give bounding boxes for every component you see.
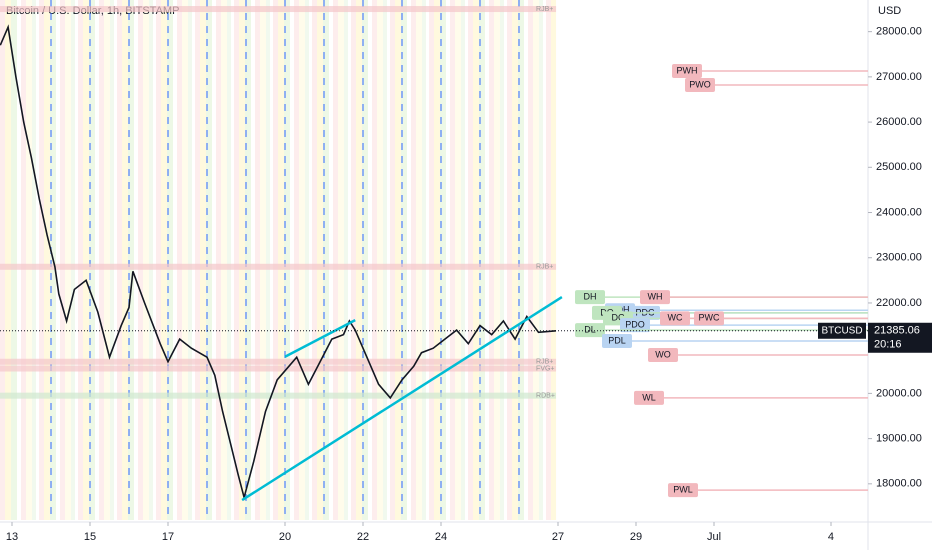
x-tick-label: 15 [84, 531, 96, 543]
y-tick-label: 24000.00 [876, 206, 922, 218]
level-box [672, 63, 702, 78]
x-tick-label: 17 [162, 531, 174, 543]
level-label: WC [668, 313, 683, 323]
level-label: PWO [689, 79, 711, 89]
level-box [620, 318, 650, 333]
level-label: WL [642, 392, 656, 402]
trendline [284, 319, 356, 358]
level-box [575, 290, 605, 305]
level-label: PDL [608, 335, 626, 345]
x-tick-label: Jul [707, 531, 721, 543]
level-box [648, 347, 678, 362]
y-tick-label: 26000.00 [876, 116, 922, 128]
x-tick-label: 29 [630, 531, 642, 543]
level-label: DC [612, 313, 625, 323]
level-box [634, 390, 664, 405]
y-tick-label: 25000.00 [876, 161, 922, 173]
price-tag [868, 322, 932, 353]
level-label: PWC [699, 313, 720, 323]
symbol-label: BTCUSD [821, 325, 862, 336]
zone-label: RJB+ [536, 359, 553, 366]
level-box [694, 311, 724, 326]
zone-label: RJB+ [536, 6, 553, 13]
level-box [660, 311, 690, 326]
zone-label: RJB+ [536, 264, 553, 271]
y-tick-label: 18000.00 [876, 478, 922, 490]
level-box [668, 483, 698, 498]
level-label: WO [655, 349, 671, 359]
y-tick-label: 19000.00 [876, 433, 922, 445]
countdown: 20:16 [874, 339, 902, 351]
price-line [0, 24, 557, 501]
zone-label: FVG+ [536, 365, 554, 372]
level-box [575, 323, 605, 338]
zone [0, 358, 557, 365]
session-background [0, 0, 557, 520]
y-tick-label: 22000.00 [876, 297, 922, 309]
level-label: PDO [625, 319, 645, 329]
x-tick-label: 24 [435, 531, 447, 543]
x-tick-label: 4 [828, 531, 834, 543]
y-tick-label: 23000.00 [876, 252, 922, 264]
y-axis-label: USD [878, 5, 901, 17]
level-label: WH [648, 291, 663, 301]
symbol-tag [818, 322, 866, 339]
zone [0, 6, 557, 13]
zone [0, 365, 557, 372]
trendline [241, 296, 563, 502]
x-tick-label: 20 [279, 531, 291, 543]
level-label: PWH [677, 65, 698, 75]
y-tick-label: 28000.00 [876, 26, 922, 38]
level-label: DL [584, 324, 596, 334]
x-tick-label: 27 [552, 531, 564, 543]
zone [0, 392, 557, 399]
last-price: 21385.06 [874, 325, 920, 337]
level-label: DH [584, 291, 597, 301]
x-tick-label: 22 [357, 531, 369, 543]
level-label: PWL [673, 485, 693, 495]
level-box [685, 78, 715, 93]
y-tick-label: 27000.00 [876, 71, 922, 83]
zone-label: RDB+ [536, 392, 555, 399]
x-tick-label: 13 [6, 531, 18, 543]
y-tick-label: 20000.00 [876, 387, 922, 399]
zone [0, 263, 557, 270]
level-box [602, 333, 632, 348]
level-box [640, 290, 670, 305]
